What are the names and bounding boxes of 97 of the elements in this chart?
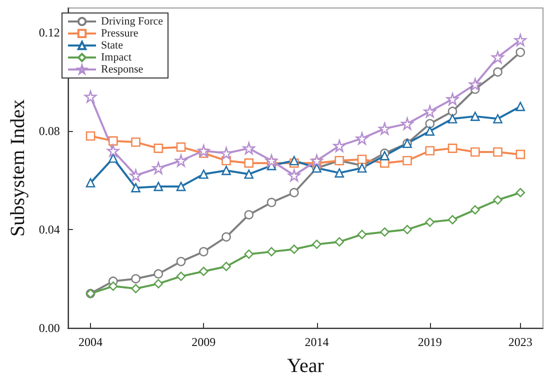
x-tick-label: 2004 (78, 335, 103, 349)
legend-label: Driving Force (101, 16, 164, 28)
point (334, 168, 344, 178)
point (357, 230, 367, 240)
x-tick-label: 2023 (508, 335, 532, 349)
point (356, 132, 368, 145)
point (154, 279, 164, 288)
point (244, 158, 254, 168)
point (199, 247, 208, 256)
point (380, 151, 390, 160)
legend-label: Pressure (101, 28, 138, 40)
point (154, 182, 164, 192)
point (244, 210, 254, 220)
point (154, 269, 164, 278)
point (288, 169, 300, 182)
point (108, 282, 118, 291)
point (470, 205, 480, 214)
point (493, 67, 502, 77)
point (401, 118, 414, 130)
point (378, 122, 391, 135)
point (516, 102, 526, 112)
point (448, 144, 458, 153)
y-axis-title: Subsystem Index (7, 99, 29, 237)
point (176, 256, 186, 266)
point (380, 227, 390, 237)
point (266, 247, 276, 256)
point (108, 136, 118, 146)
point (448, 215, 458, 224)
legend-label: Response (101, 64, 144, 76)
point (131, 183, 140, 192)
point (492, 51, 504, 64)
point (402, 224, 412, 234)
point (493, 114, 502, 124)
point (402, 156, 412, 166)
y-tick-label: 0.04 (38, 222, 60, 237)
y-tick-label: 0.08 (38, 124, 60, 138)
point (310, 154, 323, 167)
point (244, 250, 254, 259)
point (470, 147, 480, 157)
legend-label: State (101, 40, 124, 52)
point (425, 146, 435, 156)
point (448, 106, 458, 116)
point (198, 170, 208, 179)
point (514, 34, 527, 46)
legend-label: Impact (101, 52, 132, 64)
point (470, 112, 480, 121)
point (516, 48, 526, 57)
point (154, 144, 164, 153)
point (493, 195, 502, 205)
point (334, 237, 344, 246)
point (131, 284, 140, 294)
point (242, 142, 256, 154)
point (266, 198, 276, 208)
point (493, 147, 502, 157)
point (289, 188, 299, 198)
point (222, 232, 231, 242)
point (333, 140, 346, 152)
x-tick-label: 2019 (418, 335, 442, 349)
y-tick-label: 0.00 (38, 321, 60, 335)
point (130, 169, 142, 182)
point (265, 154, 278, 167)
point (197, 144, 210, 157)
point (176, 182, 186, 192)
point (174, 154, 188, 167)
point (425, 119, 435, 128)
point (131, 138, 140, 147)
point (86, 178, 96, 188)
point (107, 144, 120, 157)
point (516, 150, 526, 160)
point (516, 188, 526, 198)
x-tick-label: 2009 (192, 335, 216, 349)
point (108, 154, 118, 163)
point (131, 274, 140, 284)
point (312, 240, 322, 249)
point (86, 131, 96, 141)
point (222, 262, 231, 272)
point (176, 142, 186, 152)
point (176, 272, 186, 281)
point (424, 105, 436, 118)
point (289, 244, 299, 254)
point (448, 114, 458, 124)
point (222, 166, 231, 176)
point (425, 126, 435, 136)
x-axis-title: Year (287, 355, 324, 377)
point (152, 162, 165, 174)
point (198, 266, 208, 276)
point (84, 90, 97, 103)
x-tick-label: 2014 (304, 335, 329, 349)
point (289, 156, 299, 166)
point (425, 218, 435, 227)
point (357, 154, 367, 164)
point (468, 78, 482, 90)
y-tick-label: 0.12 (38, 26, 60, 40)
point (244, 170, 254, 179)
point (446, 92, 459, 106)
point (357, 163, 367, 173)
point (220, 147, 232, 160)
